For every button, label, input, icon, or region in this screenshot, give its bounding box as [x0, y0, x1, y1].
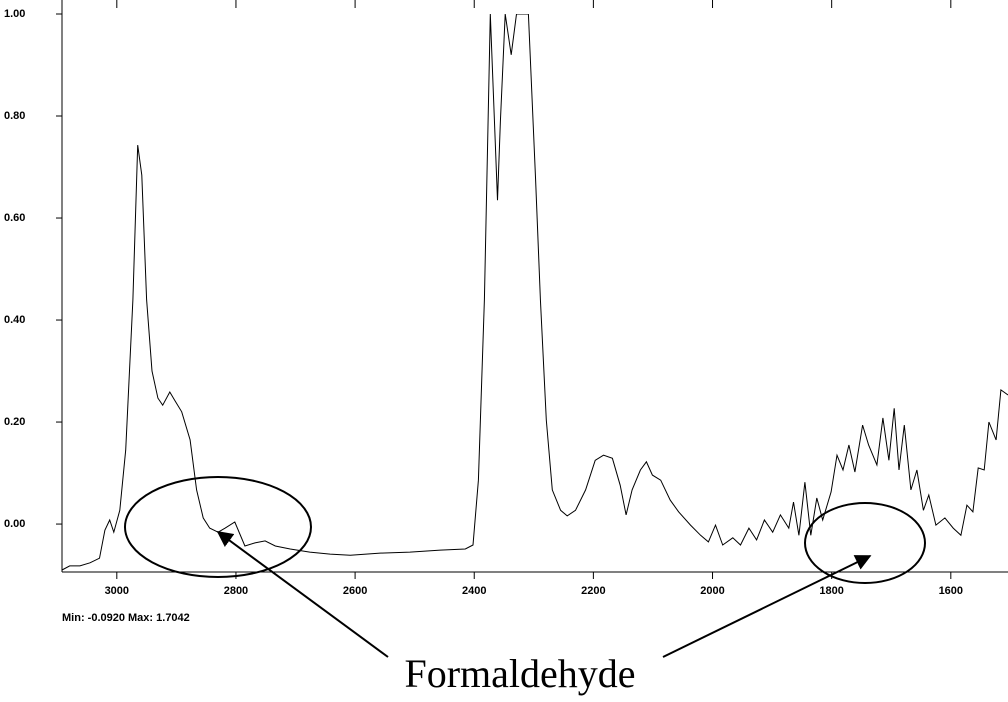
min-max-note: Min: -0.0920 Max: 1.7042 — [62, 612, 190, 624]
y-tick-label: 0.40 — [4, 314, 25, 326]
spectrum-line — [62, 14, 1008, 571]
x-tick-label: 2400 — [462, 585, 486, 597]
highlight-ellipse — [124, 476, 312, 578]
x-tick-label: 3000 — [105, 585, 129, 597]
annotation-label: Formaldehyde — [404, 651, 635, 696]
y-tick-label: 0.60 — [4, 212, 25, 224]
x-tick-label: 1600 — [939, 585, 963, 597]
x-tick-label: 2800 — [224, 585, 248, 597]
x-tick-label: 1800 — [819, 585, 843, 597]
y-tick-label: 0.80 — [4, 110, 25, 122]
x-tick-label: 2200 — [581, 585, 605, 597]
y-tick-label: 0.00 — [4, 518, 25, 530]
highlight-ellipse — [804, 502, 926, 584]
arrow — [662, 555, 872, 658]
x-tick-label: 2600 — [343, 585, 367, 597]
y-tick-label: 0.20 — [4, 416, 25, 428]
x-tick-label: 2000 — [700, 585, 724, 597]
y-tick-label: 1.00 — [4, 8, 25, 20]
arrow — [216, 531, 389, 658]
